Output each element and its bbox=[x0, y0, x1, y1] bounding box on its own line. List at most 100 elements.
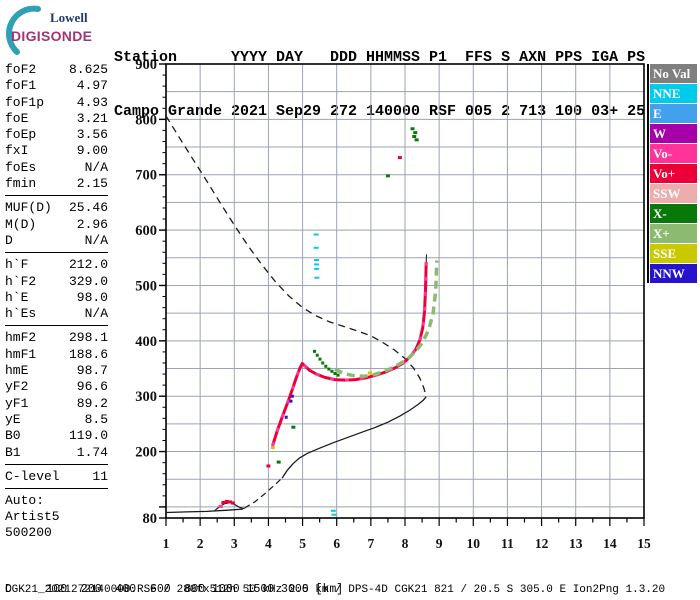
param-label: yE bbox=[5, 411, 21, 427]
param-label: foF2 bbox=[5, 62, 37, 77]
param-label: h`Es bbox=[5, 306, 37, 322]
param-row-hmE: hmE 98.7 bbox=[5, 363, 108, 379]
param-group-divider bbox=[5, 463, 108, 465]
footer-status-line: CGK21_2021272140000.RSF / 280fx512h 50 k… bbox=[5, 584, 666, 596]
param-value: 2.15 bbox=[76, 176, 108, 192]
x-axis-label: 6 bbox=[333, 536, 340, 551]
param-value: 9.00 bbox=[76, 143, 108, 159]
param-label: foEp bbox=[5, 127, 37, 143]
param-row-fmin: fmin 2.15 bbox=[5, 176, 108, 192]
param-row-h`F: h`F 212.0 bbox=[5, 257, 108, 273]
x-axis-label: 1 bbox=[163, 536, 170, 551]
x-axis-label: 2 bbox=[197, 536, 204, 551]
param-label: foE bbox=[5, 110, 29, 126]
x-axis-label: 5 bbox=[299, 536, 306, 551]
scatter-x-minus bbox=[410, 127, 415, 131]
legend-item-nnw: NNW bbox=[650, 264, 697, 283]
x-trace-x-minus-dots bbox=[336, 373, 340, 377]
param-label: yF1 bbox=[5, 395, 29, 411]
legend-item-vo+: Vo+ bbox=[650, 164, 697, 183]
y-axis-label: 900 bbox=[135, 57, 157, 73]
o-trace-fit-line bbox=[272, 254, 427, 447]
param-value: 25.46 bbox=[68, 200, 108, 216]
param-value: N/A bbox=[84, 232, 108, 248]
x-axis-label: 12 bbox=[535, 536, 549, 551]
scatter-vo-plus bbox=[266, 464, 271, 468]
param-label: foF1p bbox=[5, 94, 45, 110]
x-axis-label: 11 bbox=[501, 536, 514, 551]
param-row-B1: B1 1.74 bbox=[5, 445, 108, 461]
param-group-divider bbox=[5, 195, 108, 197]
x-axis-label: 8 bbox=[402, 536, 409, 551]
param-label: D bbox=[5, 232, 13, 248]
scatter-sse bbox=[367, 371, 372, 375]
param-value: 4.93 bbox=[76, 94, 108, 110]
legend-item-x+: X+ bbox=[650, 224, 697, 243]
param-row-D: D N/A bbox=[5, 233, 108, 249]
param-row-h`F2: h`F2 329.0 bbox=[5, 274, 108, 290]
scatter-x-minus bbox=[412, 135, 417, 139]
x-axis-label: 10 bbox=[467, 536, 481, 551]
echo-color-legend: No Val NNE E W Vo- Vo+ SSW X- X+ SSE NNW bbox=[650, 64, 697, 284]
second-hop-nne-dots bbox=[314, 258, 320, 261]
o-trace-vo-plus bbox=[271, 262, 428, 447]
x-axis-label: 3 bbox=[231, 536, 238, 551]
x-axis-label: 13 bbox=[569, 536, 583, 551]
param-value: 8.625 bbox=[68, 62, 108, 77]
x-trace-x-minus-dots bbox=[330, 369, 334, 373]
param-row-foEp: foEp 3.56 bbox=[5, 127, 108, 143]
x-axis-label: 14 bbox=[603, 536, 617, 551]
param-label: hmF1 bbox=[5, 346, 37, 362]
y-axis-label: 800 bbox=[135, 112, 157, 128]
y-axis-label: 700 bbox=[135, 168, 157, 184]
param-value: N/A bbox=[84, 159, 108, 175]
x-axis-label: 4 bbox=[265, 536, 272, 551]
param-group-divider bbox=[5, 488, 108, 490]
scatter-nnw bbox=[290, 394, 294, 398]
param-value: 3.21 bbox=[76, 110, 108, 126]
param-group-divider bbox=[5, 252, 108, 254]
second-hop-nne-dots bbox=[313, 246, 319, 249]
param-row-yE: yE 8.5 bbox=[5, 412, 108, 428]
scatter-x-minus bbox=[385, 174, 390, 178]
x-axis-label: 9 bbox=[436, 536, 443, 551]
param-row-C-level: C-level 11 bbox=[5, 469, 108, 485]
param-label: h`F bbox=[5, 257, 29, 273]
second-hop-nne-dots bbox=[330, 509, 336, 512]
param-label: h`E bbox=[5, 289, 29, 305]
param-value: 89.2 bbox=[76, 395, 108, 411]
param-value: 98.0 bbox=[76, 289, 108, 305]
legend-item-sse: SSE bbox=[650, 244, 697, 263]
param-row-h`Es: h`Es N/A bbox=[5, 306, 108, 322]
x-trace-x-minus-dots bbox=[327, 367, 331, 371]
autoscaling-info-line: 500200 bbox=[5, 525, 52, 541]
param-value: 2.96 bbox=[76, 216, 108, 232]
legend-item-w: W bbox=[650, 124, 697, 143]
param-row-foEs: foEs N/A bbox=[5, 160, 108, 176]
y-axis-label: 500 bbox=[135, 278, 157, 294]
x-trace-x-minus-dots bbox=[318, 357, 322, 361]
param-row-B0: B0 119.0 bbox=[5, 428, 108, 444]
param-value: 188.6 bbox=[68, 346, 108, 362]
param-row-M(D): M(D) 2.96 bbox=[5, 217, 108, 233]
logo-arc-icon bbox=[6, 5, 41, 55]
header-line-1: Station YYYY DAY DDD HHMMSS P1 FFS S AXN… bbox=[114, 49, 646, 66]
param-row-foF1: foF1 4.97 bbox=[5, 78, 108, 94]
x-trace-x-minus-dots bbox=[313, 349, 317, 353]
param-value: 329.0 bbox=[68, 273, 108, 289]
d-row: D 100 200 400 600 800 1000 1500 3000 [km… bbox=[5, 583, 344, 596]
param-value: 298.1 bbox=[68, 330, 108, 346]
logo-text-lowell: Lowell bbox=[50, 10, 88, 25]
param-label: C-level bbox=[5, 468, 60, 484]
topside-profile-model bbox=[165, 115, 427, 397]
x-trace-x-minus-dots bbox=[324, 364, 328, 368]
autoscaling-info-line: Auto: bbox=[5, 493, 45, 509]
scatter-vo-plus bbox=[228, 500, 233, 504]
param-value: N/A bbox=[84, 306, 108, 322]
param-value: 96.6 bbox=[76, 379, 108, 395]
param-row-yF2: yF2 96.6 bbox=[5, 379, 108, 395]
scatter-x-minus bbox=[276, 460, 281, 464]
lowell-digisonde-logo: Lowell DIGISONDE bbox=[4, 4, 116, 56]
